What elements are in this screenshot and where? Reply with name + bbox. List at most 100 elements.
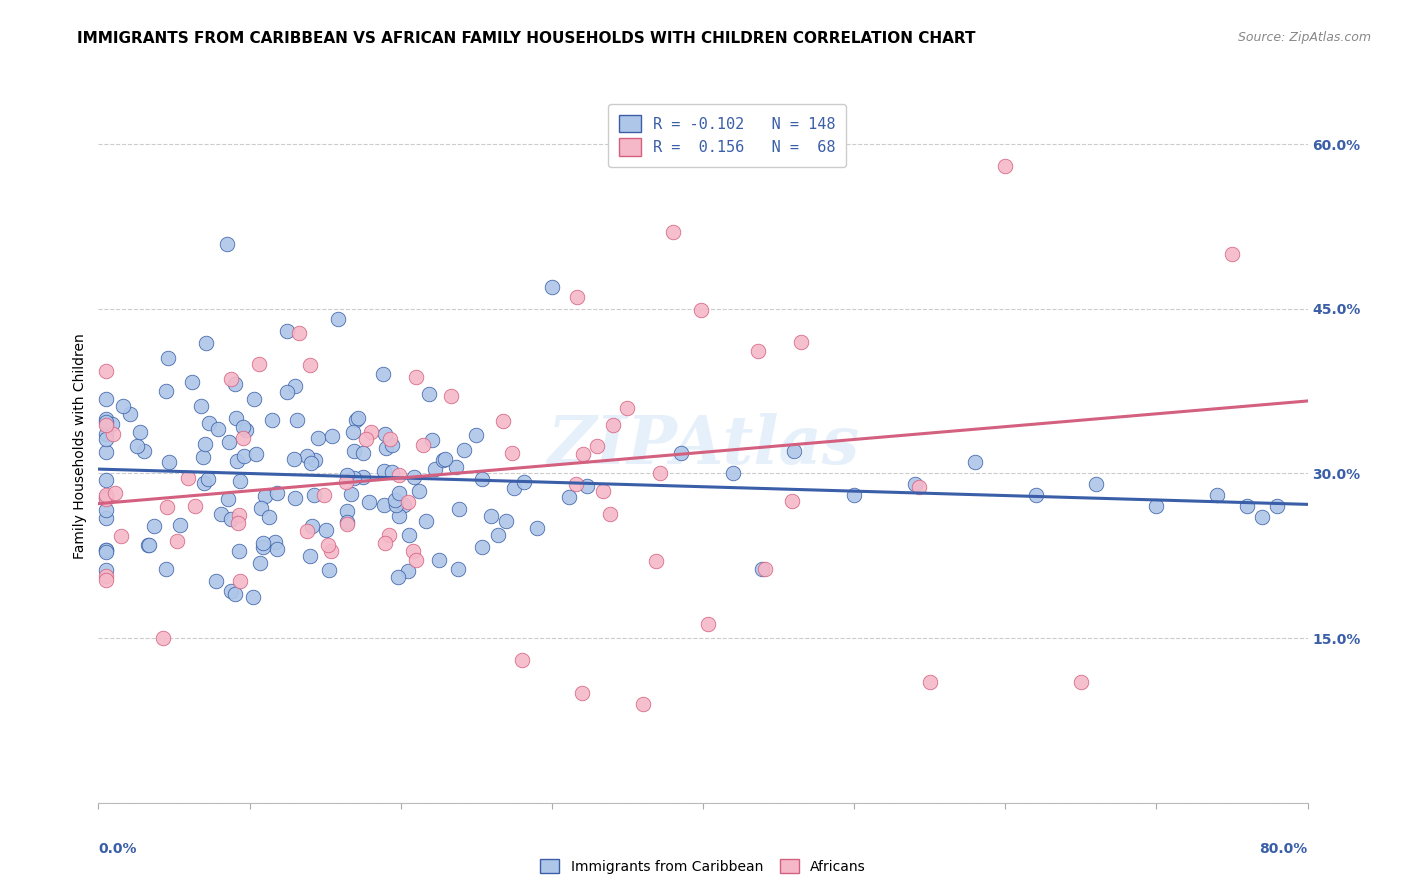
Point <box>166 533 188 548</box>
Point <box>101 426 124 441</box>
Point <box>405 370 427 384</box>
Point <box>125 439 148 453</box>
Point <box>371 367 394 381</box>
Point <box>177 471 200 485</box>
Point <box>157 351 180 366</box>
Point <box>243 392 266 406</box>
Point <box>471 472 494 486</box>
Point <box>501 445 523 459</box>
Point <box>245 447 267 461</box>
Point <box>394 498 416 512</box>
Point <box>225 410 247 425</box>
Point <box>650 466 672 480</box>
Point <box>402 544 425 558</box>
Point <box>844 488 866 502</box>
Point <box>219 584 242 599</box>
Point <box>224 376 246 391</box>
Point <box>797 115 820 129</box>
Point <box>155 562 177 576</box>
Point <box>284 378 307 392</box>
Point <box>373 464 395 478</box>
Point <box>266 542 288 557</box>
Point <box>194 436 217 450</box>
Point <box>228 508 250 522</box>
Point <box>321 429 343 443</box>
Point <box>249 557 271 571</box>
Point <box>94 473 117 487</box>
Point <box>94 488 117 502</box>
Point <box>138 538 160 552</box>
Text: ZIPAtlas: ZIPAtlas <box>547 414 859 478</box>
Point <box>387 570 409 584</box>
Point <box>1251 510 1274 524</box>
Point <box>312 488 335 502</box>
Point <box>283 452 305 467</box>
Point <box>252 540 274 554</box>
Point <box>157 455 180 469</box>
Point <box>181 376 204 390</box>
Point <box>226 516 249 530</box>
Point <box>326 311 349 326</box>
Point <box>471 540 494 554</box>
Point <box>575 478 598 492</box>
Text: IMMIGRANTS FROM CARIBBEAN VS AFRICAN FAMILY HOUSEHOLDS WITH CHILDREN CORRELATION: IMMIGRANTS FROM CARIBBEAN VS AFRICAN FAM… <box>77 31 976 46</box>
Point <box>299 456 322 470</box>
Point <box>1267 500 1289 514</box>
Point <box>260 413 283 427</box>
Point <box>599 507 621 521</box>
Point <box>94 491 117 506</box>
Point <box>558 491 581 505</box>
Point <box>276 324 298 338</box>
Point <box>266 486 288 500</box>
Point <box>284 491 307 505</box>
Point <box>384 492 406 507</box>
Point <box>316 538 339 552</box>
Point <box>592 484 614 499</box>
Point <box>94 364 117 378</box>
Point <box>336 467 359 482</box>
Point <box>343 471 366 485</box>
Point <box>1236 500 1258 514</box>
Point <box>440 389 463 403</box>
Point <box>205 574 228 589</box>
Point <box>253 489 276 503</box>
Point <box>299 358 322 372</box>
Point <box>1070 675 1092 690</box>
Point <box>1206 488 1229 502</box>
Point <box>336 516 359 531</box>
Point <box>645 553 668 567</box>
Point <box>374 426 396 441</box>
Point <box>510 653 533 667</box>
Point <box>904 477 927 491</box>
Point <box>247 357 270 371</box>
Text: 80.0%: 80.0% <box>1260 842 1308 856</box>
Point <box>602 417 624 432</box>
Point <box>229 574 252 589</box>
Point <box>908 480 931 494</box>
Point <box>315 523 337 537</box>
Point <box>94 432 117 446</box>
Point <box>94 511 117 525</box>
Point <box>295 524 318 538</box>
Point <box>110 529 132 543</box>
Point <box>94 545 117 559</box>
Point <box>526 521 548 535</box>
Point <box>918 675 941 690</box>
Point <box>218 435 240 450</box>
Point <box>513 475 536 489</box>
Point <box>101 417 124 431</box>
Point <box>747 343 769 358</box>
Point <box>357 494 380 508</box>
Point <box>405 552 427 566</box>
Point <box>336 504 359 518</box>
Point <box>155 384 177 398</box>
Point <box>447 562 470 576</box>
Legend: Immigrants from Caribbean, Africans: Immigrants from Caribbean, Africans <box>533 852 873 880</box>
Point <box>352 446 374 460</box>
Point <box>228 544 250 558</box>
Point <box>388 468 411 483</box>
Point <box>336 515 359 529</box>
Point <box>342 425 364 439</box>
Point <box>1220 247 1243 261</box>
Point <box>352 470 374 484</box>
